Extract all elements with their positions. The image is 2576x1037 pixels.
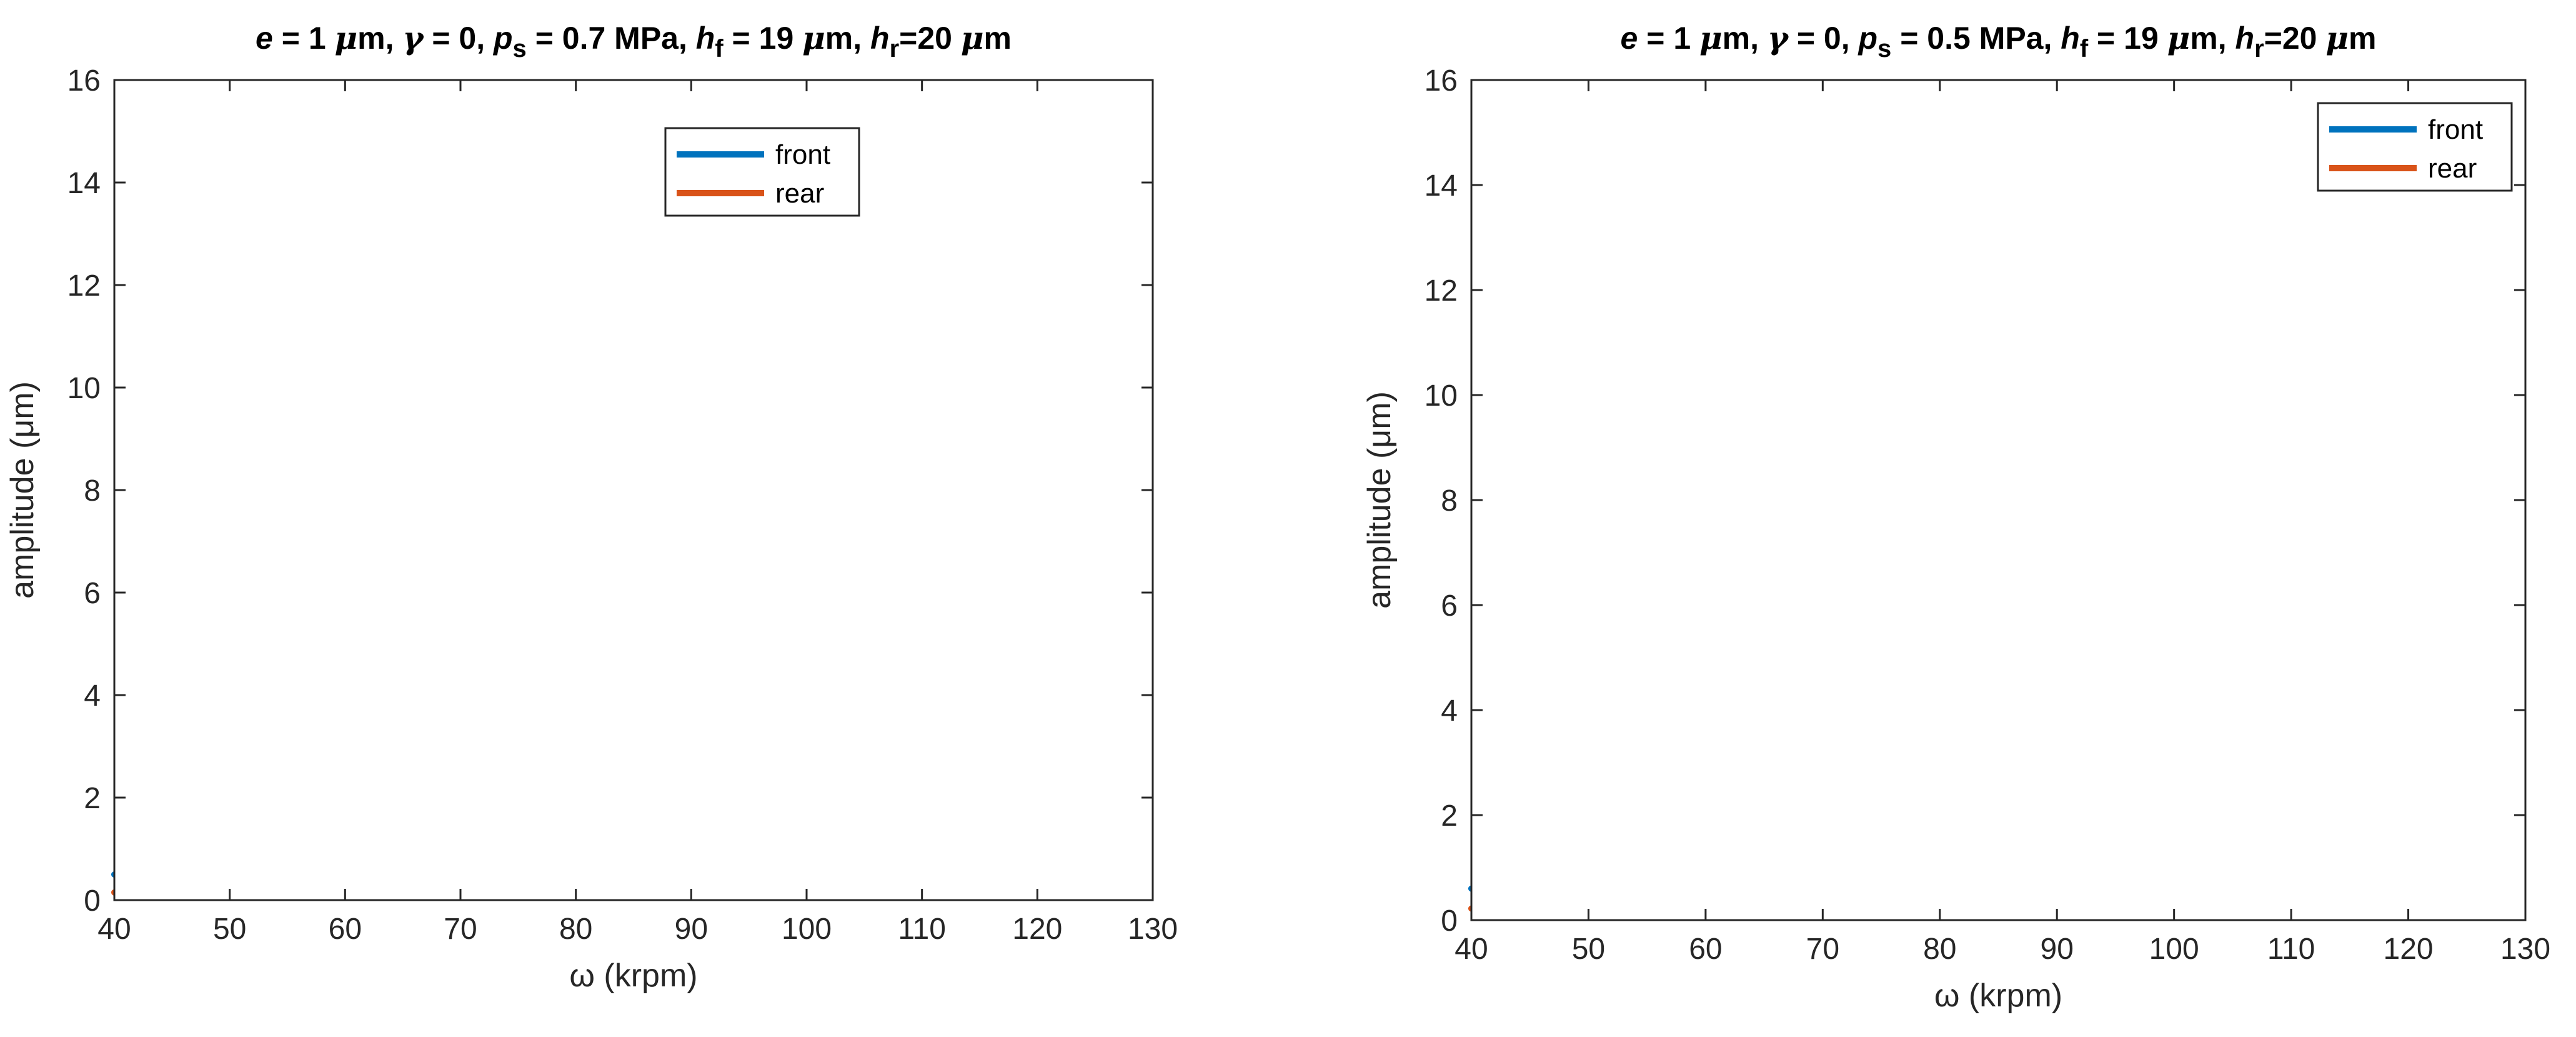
x-tick-label: 130 (1128, 913, 1178, 946)
y-tick-label: 0 (84, 884, 101, 918)
chart-title: e = 1 μm, γ = 0, ps = 0.5 MPa, hf = 19 μ… (1621, 19, 2377, 63)
y-tick-label: 8 (1441, 484, 1458, 518)
y-tick-label: 2 (1441, 799, 1458, 833)
x-tick-label: 70 (1806, 933, 1839, 966)
x-tick-label: 90 (2041, 933, 2074, 966)
x-tick-label: 80 (1923, 933, 1956, 966)
legend-box (664, 127, 860, 217)
legend-label-rear: rear (775, 178, 824, 209)
y-tick-label: 16 (67, 64, 101, 98)
y-tick-label: 16 (1425, 64, 1458, 98)
y-tick-label: 4 (84, 679, 101, 713)
y-tick-label: 2 (84, 782, 101, 815)
x-tick-label: 110 (2267, 933, 2315, 966)
axes-box (1470, 79, 2527, 921)
x-tick-label: 120 (1012, 913, 1062, 946)
x-tick-label: 60 (1689, 933, 1722, 966)
y-tick-label: 6 (1441, 589, 1458, 623)
x-tick-label: 110 (898, 913, 946, 946)
y-tick-label: 6 (84, 577, 101, 610)
x-tick-label: 100 (2149, 933, 2199, 966)
y-tick-label: 12 (67, 269, 101, 303)
y-axis-label: amplitude (μm) (1361, 391, 1398, 609)
x-tick-label: 60 (329, 913, 362, 946)
x-axis-label: ω (krpm) (569, 958, 697, 994)
y-axis-label: amplitude (μm) (4, 381, 41, 599)
x-tick-label: 100 (782, 913, 832, 946)
legend-box (2317, 102, 2513, 192)
chart-title: e = 1 μm, γ = 0, ps = 0.7 MPa, hf = 19 μ… (256, 19, 1012, 63)
x-tick-label: 40 (1455, 933, 1488, 966)
legend-label-front: front (2428, 114, 2483, 145)
x-tick-label: 50 (1572, 933, 1605, 966)
x-tick-label: 70 (444, 913, 477, 946)
legend-label-rear: rear (2428, 153, 2477, 184)
x-tick-label: 80 (559, 913, 592, 946)
x-tick-label: 40 (97, 913, 131, 946)
y-tick-label: 4 (1441, 694, 1458, 728)
x-tick-label: 90 (675, 913, 708, 946)
legend-label-front: front (775, 139, 830, 170)
x-tick-label: 120 (2384, 933, 2434, 966)
y-tick-label: 8 (84, 474, 101, 508)
right-chart-panel: 40 50 60 70 80 90 100 110 120 130 0 2 4 6 8 10 12 14 16 ω (… (1361, 19, 2550, 1014)
legend: front rear (2317, 102, 2513, 192)
y-tick-label: 12 (1425, 274, 1458, 308)
x-tick-label: 50 (213, 913, 246, 946)
y-tick-label: 10 (1425, 379, 1458, 413)
axes-box (113, 79, 1154, 901)
y-tick-label: 14 (1425, 169, 1458, 203)
y-tick-label: 0 (1441, 904, 1458, 938)
y-tick-label: 14 (67, 167, 101, 200)
left-chart-panel: 40 50 60 70 80 90 100 110 120 130 0 2 4 6 8 10 12 14 16 ω (… (4, 19, 1178, 994)
legend: front rear (664, 127, 860, 217)
y-tick-label: 10 (67, 372, 101, 405)
x-tick-label: 130 (2500, 933, 2550, 966)
x-axis-label: ω (krpm) (1934, 978, 2062, 1014)
